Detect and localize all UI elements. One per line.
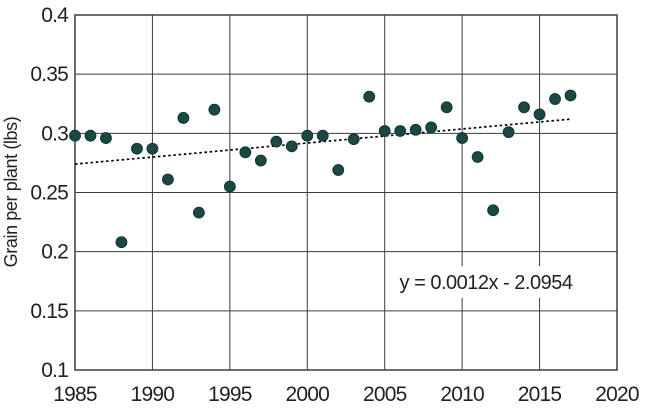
y-tick-label: 0.2 (41, 241, 68, 264)
scatter-point (208, 103, 221, 116)
scatter-point (223, 180, 236, 193)
scatter-point (471, 151, 484, 163)
scatter-point (347, 133, 360, 146)
scatter-point (533, 108, 546, 121)
scatter-point (378, 125, 391, 137)
scatter-point (100, 132, 112, 144)
scatter-point (487, 204, 500, 217)
y-tick-label: 0.15 (30, 300, 68, 323)
grid-layer (74, 14, 618, 371)
y-axis-title: Grain per plant (lbs) (1, 117, 21, 268)
scatter-point (425, 121, 438, 134)
equation-label: y = 0.0012x - 2.0954 (400, 272, 573, 294)
scatter-point (394, 125, 407, 137)
x-tick-label: 2020 (595, 383, 639, 406)
x-tick-label: 2000 (286, 383, 330, 406)
y-tick-label: 0.25 (30, 182, 68, 205)
tick-label-layer: 1985 1990 1995 2000 2005 2010 2015 2020 0.1 0.15 0… (30, 4, 639, 406)
scatter-point (239, 146, 252, 159)
trend-line (74, 118, 571, 165)
scatter-point (564, 89, 577, 102)
scatter-point (456, 132, 469, 144)
plot-border (74, 14, 618, 371)
scatter-point (549, 93, 561, 105)
scatter-point (270, 135, 283, 148)
scatter-point (332, 164, 345, 176)
x-tick-label: 1990 (131, 383, 175, 406)
scatter-point (440, 101, 453, 114)
scatter-point (69, 129, 81, 142)
x-tick-label: 2005 (363, 383, 407, 406)
x-tick-label: 2010 (440, 383, 484, 406)
y-tick-label: 0.35 (30, 63, 68, 86)
scatter-point (254, 154, 267, 167)
scatter-point (518, 101, 530, 114)
equation-background (392, 266, 580, 298)
scatter-point (131, 142, 143, 155)
x-tick-label: 1995 (208, 383, 252, 406)
scatter-point (363, 90, 376, 103)
scatter-point (502, 126, 515, 139)
y-tick-label: 0.3 (41, 122, 68, 145)
y-tick-label: 0.4 (41, 4, 69, 27)
x-tick-label: 2015 (518, 383, 562, 406)
scatter-point (177, 112, 190, 124)
scatter-point (316, 129, 329, 142)
scatter-point (285, 140, 298, 153)
scatter-point (301, 129, 314, 142)
scatter-point (84, 129, 97, 142)
y-tick-label: 0.1 (41, 359, 68, 382)
scatter-point (192, 206, 205, 219)
scatter-point (115, 236, 128, 249)
x-tick-label: 1985 (53, 383, 97, 406)
scatter-point (146, 142, 159, 155)
scatter-point (409, 123, 422, 136)
data-layer (69, 89, 577, 249)
scatter-point (162, 173, 174, 186)
